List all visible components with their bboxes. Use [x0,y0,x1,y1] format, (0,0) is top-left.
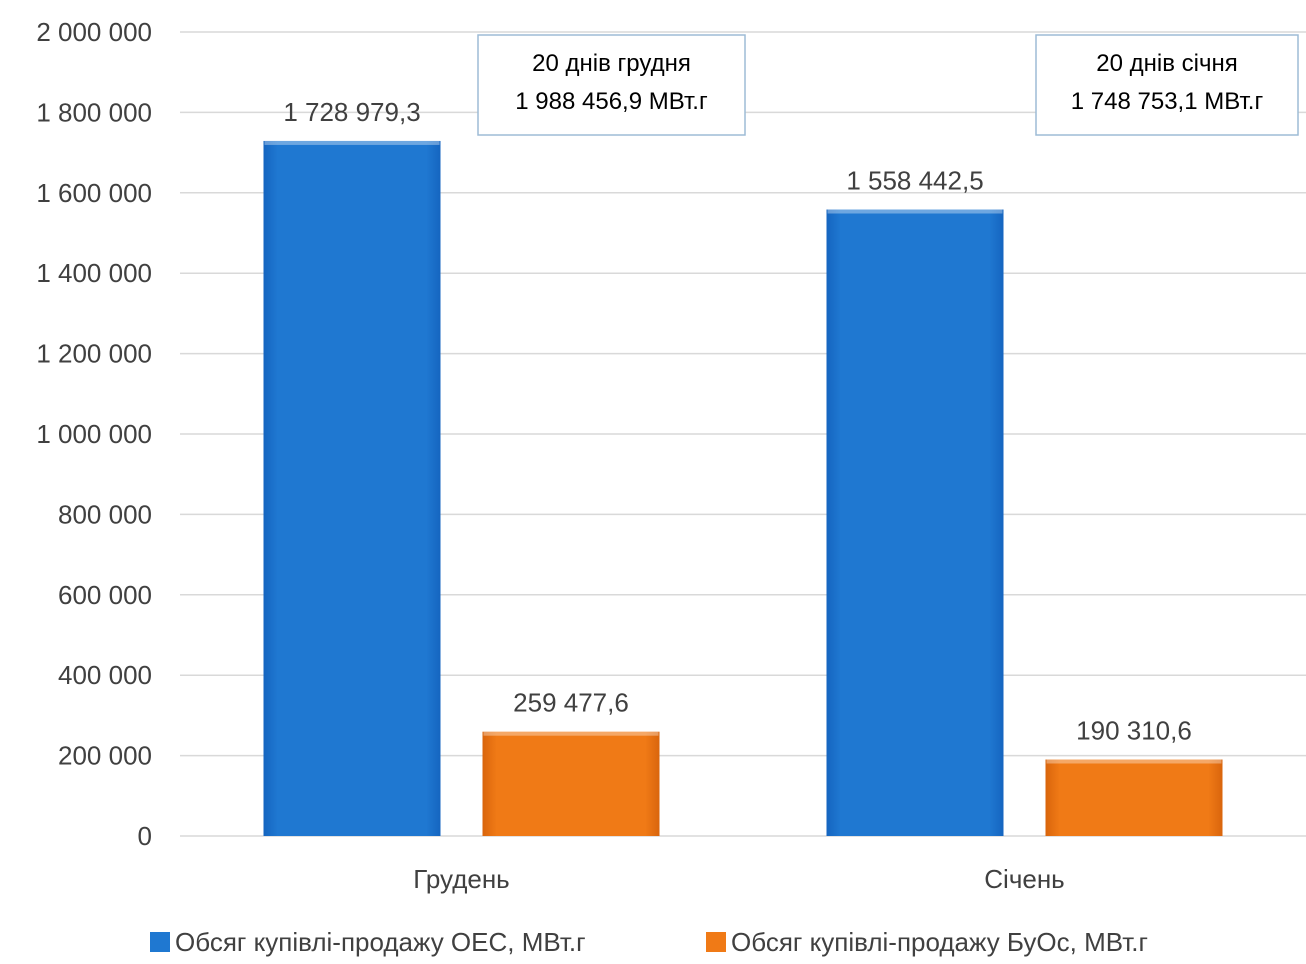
data-label: 259 477,6 [513,688,629,718]
bars [263,140,1223,837]
annotation-text: 1 988 456,9 МВт.г [515,88,708,115]
x-tick-label: Січень [984,864,1064,894]
y-tick-label: 1 400 000 [36,258,152,288]
y-tick-label: 800 000 [58,499,152,529]
bar-bevel [1046,759,1222,764]
y-axis-ticks: 0 200 000 400 000 600 000 800 000 1 000 000 1 … [36,17,152,851]
legend-item: Обсяг купівлі-продажу ОЕС, МВт.г [150,927,586,957]
legend-swatch [150,932,170,952]
data-labels: 1 728 979,3 259 477,6 1 558 442,5 190 310,6 [283,97,1192,746]
bar-bevel [827,209,1003,214]
annotation-text: 20 днів січня [1096,50,1237,77]
data-label: 1 728 979,3 [283,97,420,127]
bar-buos-0 [482,731,660,836]
y-tick-label: 0 [138,821,152,851]
y-tick-label: 2 000 000 [36,17,152,47]
bar-oes-1 [826,209,1004,837]
bar-bevel [264,140,440,145]
x-axis-ticks: Грудень Січень [413,864,1064,894]
annotation-text: 20 днів грудня [532,50,691,77]
x-tick-label: Грудень [413,864,509,894]
bar-oes-0 [263,140,441,836]
y-tick-label: 400 000 [58,660,152,690]
bar-bevel [483,731,659,736]
legend-label: Обсяг купівлі-продажу БуОс, МВт.г [731,927,1148,957]
annotation-box: 20 днів грудня 1 988 456,9 МВт.г [477,34,746,136]
y-tick-label: 1 000 000 [36,419,152,449]
legend-swatch [706,932,726,952]
bar-buos-1 [1045,759,1223,836]
legend-label: Обсяг купівлі-продажу ОЕС, МВт.г [175,927,586,957]
legend-item: Обсяг купівлі-продажу БуОс, МВт.г [706,927,1148,957]
annotations: 20 днів грудня 1 988 456,9 МВт.г 20 днів с… [477,34,1299,136]
y-tick-label: 1 800 000 [36,97,152,127]
annotation-box: 20 днів січня 1 748 753,1 МВт.г [1035,34,1299,136]
data-label: 1 558 442,5 [846,166,983,196]
y-tick-label: 1 200 000 [36,339,152,369]
data-label: 190 310,6 [1076,715,1192,745]
y-tick-label: 1 600 000 [36,178,152,208]
legend: Обсяг купівлі-продажу ОЕС, МВт.г Обсяг ку… [150,927,1148,957]
y-tick-label: 200 000 [58,741,152,771]
annotation-text: 1 748 753,1 МВт.г [1071,88,1264,115]
y-tick-label: 600 000 [58,580,152,610]
